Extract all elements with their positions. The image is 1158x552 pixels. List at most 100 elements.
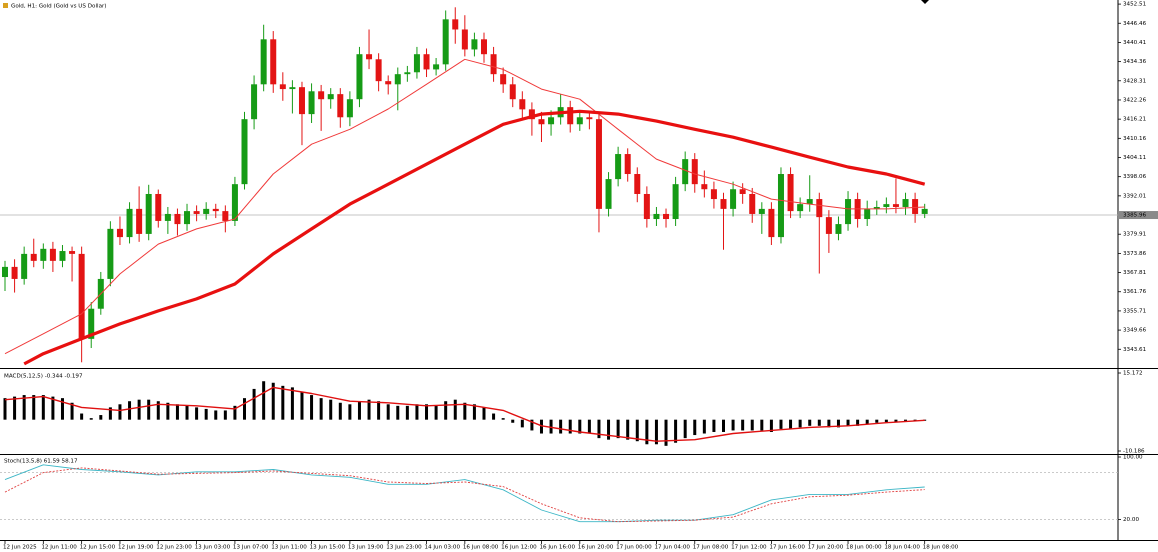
candle-body — [164, 213, 171, 221]
histogram-bar — [463, 402, 467, 420]
indicator-title: Stoch(13,5,8) 61.59 58.17 — [4, 459, 78, 465]
moving-average — [4, 58, 925, 355]
x-tick-label: 13 Jun 19:00 — [348, 545, 384, 551]
histogram-bar — [856, 419, 860, 426]
candle-body — [404, 72, 411, 75]
candle-body — [385, 81, 392, 85]
x-tick-label: 17 Jun 04:00 — [654, 545, 690, 551]
indicator-title: MACD(5,12,5) -0.344 -0.197 — [4, 374, 83, 380]
histogram-bar — [367, 399, 371, 420]
candle-body — [797, 204, 804, 212]
candle-body — [433, 64, 440, 70]
histogram-bar — [865, 419, 869, 425]
y-tick-label: 3349.66 — [1123, 328, 1147, 334]
candle-body — [825, 217, 832, 234]
histogram-bar — [798, 419, 802, 428]
candle-body — [663, 213, 670, 220]
y-tick-label: 3410.16 — [1123, 136, 1147, 142]
histogram-bar — [223, 410, 227, 420]
histogram-bar — [587, 419, 591, 434]
candle-body — [701, 184, 708, 190]
candle-body — [749, 193, 756, 214]
histogram-bar — [511, 419, 515, 423]
candle-body — [691, 159, 698, 185]
x-tick-label: 17 Jun 20:00 — [808, 545, 844, 551]
candle-body — [461, 29, 468, 50]
y-tick-label: 3446.46 — [1123, 21, 1147, 27]
histogram-bar — [204, 408, 208, 420]
candle-body — [605, 179, 612, 209]
histogram-bar — [731, 419, 735, 431]
y-tick-label: 3392.01 — [1123, 193, 1147, 199]
y-tick-label: 100.00 — [1123, 455, 1143, 461]
candle-body — [30, 253, 37, 261]
histogram-bar — [674, 419, 678, 443]
candle-body — [423, 54, 430, 70]
x-tick-label: 12 Jun 23:00 — [156, 545, 192, 551]
candle-body — [777, 174, 784, 238]
candle-body — [490, 54, 497, 75]
candle-body — [203, 208, 210, 214]
histogram-bar — [645, 419, 649, 445]
x-tick-label: 12 Jun 11:00 — [41, 545, 77, 551]
histogram-bar — [290, 387, 294, 420]
histogram-bar — [156, 401, 160, 420]
x-tick-label: 18 Jun 04:00 — [884, 545, 920, 551]
candle-body — [49, 248, 56, 261]
y-tick-label: 3398.06 — [1123, 174, 1147, 180]
x-tick-label: 12 Jun 19:00 — [118, 545, 154, 551]
candle-body — [758, 208, 765, 214]
candle-body — [787, 174, 794, 212]
period-marker — [921, 0, 929, 4]
candle-body — [413, 54, 420, 73]
x-tick-label: 13 Jun 07:00 — [233, 545, 269, 551]
histogram-bar — [195, 407, 199, 420]
candle-body — [873, 206, 880, 209]
histogram-bar — [137, 399, 141, 420]
histogram-bar — [712, 419, 716, 432]
histogram-bar — [396, 405, 400, 420]
candle-body — [921, 208, 928, 214]
histogram-bar — [607, 419, 611, 440]
y-tick-label: 15.172 — [1123, 371, 1143, 377]
histogram-bar — [262, 381, 266, 420]
candle-body — [615, 154, 622, 180]
histogram-bar — [310, 395, 314, 420]
candle-body — [260, 39, 267, 85]
candle-body — [212, 208, 219, 212]
histogram-bar — [60, 398, 64, 420]
candle-body — [346, 99, 353, 118]
histogram-bar — [472, 404, 476, 420]
histogram-bar — [319, 398, 323, 420]
candle-body — [845, 199, 852, 225]
candle-body — [11, 266, 18, 279]
histogram-bar — [425, 404, 429, 420]
candle-body — [59, 251, 66, 261]
histogram-bar — [166, 402, 170, 420]
chart-title: Gold, H1: Gold (Gold vs US Dollar) — [11, 4, 106, 10]
histogram-bar — [492, 413, 496, 420]
candle-body — [270, 39, 277, 85]
x-tick-label: 16 Jun 12:00 — [501, 545, 537, 551]
y-tick-label: 3379.91 — [1123, 232, 1147, 238]
candle-body — [710, 189, 717, 200]
histogram-bar — [530, 419, 534, 431]
candle-body — [892, 204, 899, 207]
histogram-bar — [693, 419, 697, 436]
histogram-bar — [846, 419, 850, 426]
candle-body — [356, 54, 363, 100]
candle-body — [519, 99, 526, 110]
histogram-bar — [683, 419, 687, 439]
stochastic-line — [4, 464, 925, 523]
x-tick-label: 13 Jun 15:00 — [310, 545, 346, 551]
candle-body — [136, 208, 143, 234]
histogram-bar — [884, 419, 888, 423]
signal-line — [4, 386, 925, 442]
candle-body — [912, 199, 919, 214]
histogram-bar — [243, 398, 246, 420]
candle-body — [327, 94, 334, 100]
y-tick-label: 3355.71 — [1123, 308, 1147, 314]
current-price-box — [1118, 211, 1158, 220]
histogram-bar — [51, 396, 55, 420]
histogram-bar — [377, 401, 381, 420]
